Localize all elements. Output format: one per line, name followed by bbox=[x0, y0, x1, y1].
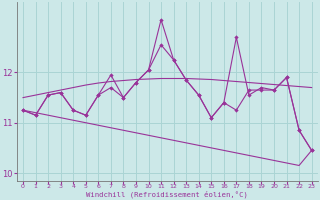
X-axis label: Windchill (Refroidissement éolien,°C): Windchill (Refroidissement éolien,°C) bbox=[86, 190, 248, 198]
